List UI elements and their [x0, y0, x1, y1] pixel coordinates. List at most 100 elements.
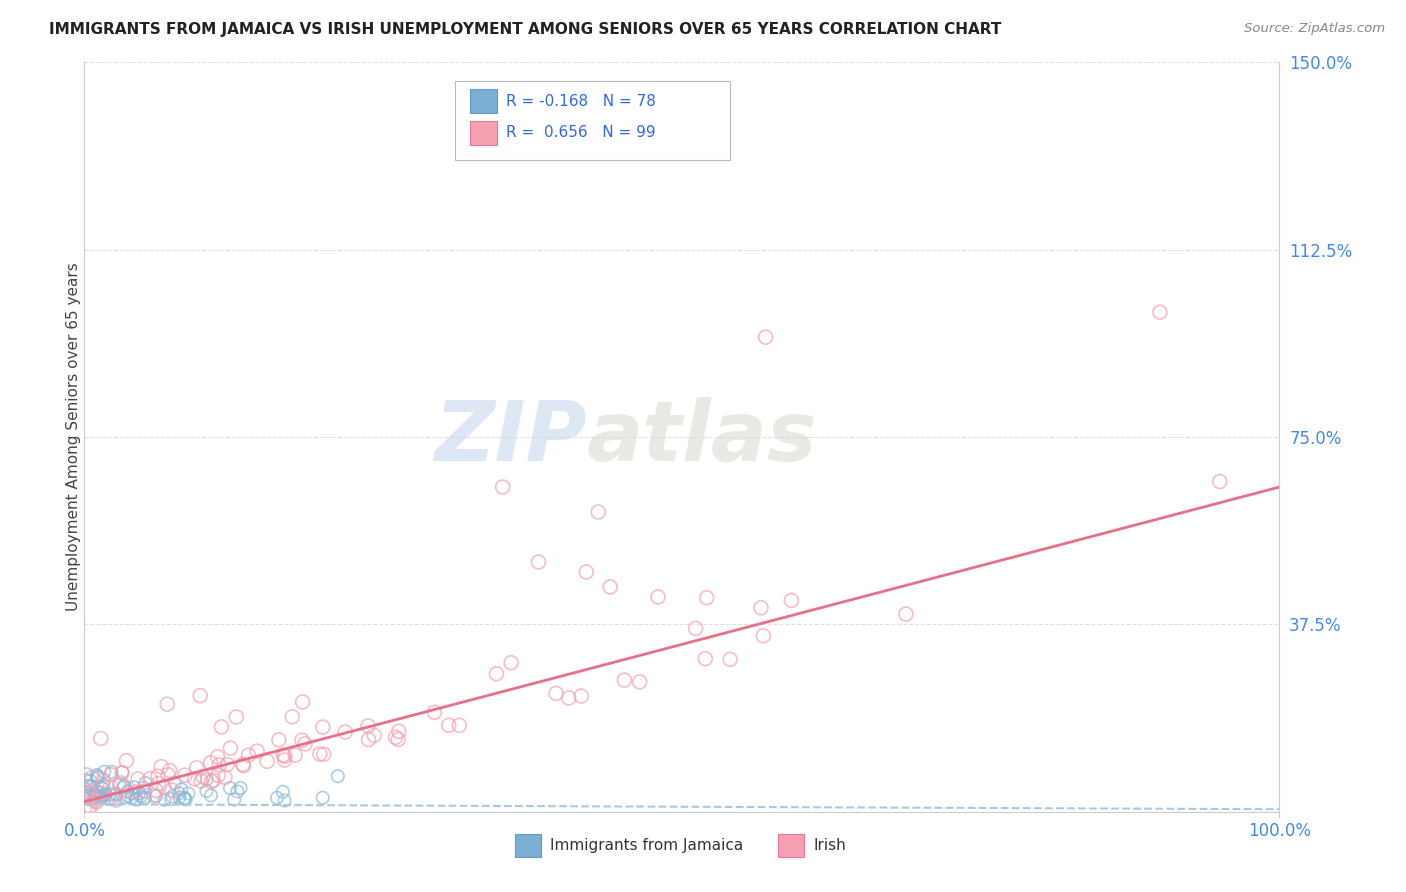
Point: [153, 780, 176, 795]
FancyBboxPatch shape: [471, 89, 496, 113]
Point: [77, 799, 100, 814]
Point: [156, 697, 179, 711]
Point: [232, 758, 254, 772]
Point: [200, 774, 222, 789]
Point: [80, 771, 103, 785]
Point: [80, 789, 103, 803]
Point: [271, 785, 294, 799]
Point: [76, 786, 98, 800]
Point: [79, 788, 101, 802]
Point: [207, 768, 229, 782]
Point: [86, 795, 108, 809]
Point: [104, 792, 127, 806]
Point: [273, 753, 295, 767]
Point: [84, 794, 107, 808]
Point: [134, 785, 156, 799]
Point: [274, 749, 297, 764]
Point: [98, 780, 121, 794]
Point: [80, 792, 103, 806]
Point: [91, 781, 114, 796]
Point: [177, 786, 200, 800]
Point: [90, 791, 112, 805]
Point: [73, 800, 96, 814]
Point: [83, 790, 105, 805]
Point: [122, 780, 145, 795]
Point: [226, 784, 249, 798]
Point: [157, 768, 180, 782]
Point: [281, 710, 304, 724]
Point: [132, 780, 155, 795]
Point: [75, 773, 97, 788]
Point: [195, 772, 218, 787]
Point: [384, 731, 406, 745]
Point: [224, 792, 246, 806]
Point: [312, 720, 335, 734]
Point: [108, 778, 131, 792]
Point: [112, 780, 135, 794]
Point: [214, 770, 236, 784]
Point: [160, 783, 183, 797]
Point: [89, 786, 111, 800]
Point: [271, 748, 294, 763]
Text: IMMIGRANTS FROM JAMAICA VS IRISH UNEMPLOYMENT AMONG SENIORS OVER 65 YEARS CORREL: IMMIGRANTS FROM JAMAICA VS IRISH UNEMPLO…: [49, 22, 1001, 37]
Point: [312, 790, 335, 805]
Point: [485, 666, 508, 681]
Point: [90, 780, 112, 795]
Point: [647, 590, 669, 604]
Point: [100, 764, 122, 779]
Point: [357, 732, 380, 747]
Point: [94, 788, 117, 802]
Point: [90, 731, 112, 746]
Point: [98, 788, 121, 802]
Point: [546, 686, 568, 700]
Point: [209, 720, 232, 734]
Point: [129, 789, 152, 804]
Text: Source: ZipAtlas.com: Source: ZipAtlas.com: [1244, 22, 1385, 36]
Point: [75, 791, 97, 805]
Point: [87, 769, 110, 783]
Point: [335, 725, 357, 739]
Point: [749, 600, 772, 615]
Point: [83, 791, 105, 805]
Point: [1149, 305, 1171, 319]
Point: [79, 800, 101, 814]
Point: [357, 719, 380, 733]
FancyBboxPatch shape: [778, 834, 804, 856]
Point: [326, 769, 349, 783]
Point: [202, 773, 225, 788]
Text: R =  0.656   N = 99: R = 0.656 N = 99: [506, 126, 655, 140]
Point: [291, 733, 314, 747]
Point: [132, 790, 155, 805]
Point: [256, 754, 278, 768]
Point: [232, 757, 254, 772]
Point: [273, 793, 295, 807]
Point: [208, 758, 231, 772]
Point: [145, 783, 167, 797]
Point: [217, 757, 239, 772]
Point: [87, 771, 110, 785]
Text: Immigrants from Jamaica: Immigrants from Jamaica: [551, 838, 744, 853]
Point: [124, 785, 146, 799]
Y-axis label: Unemployment Among Seniors over 65 years: Unemployment Among Seniors over 65 years: [66, 263, 80, 611]
Point: [173, 791, 195, 805]
Point: [97, 792, 120, 806]
Point: [75, 789, 97, 804]
Point: [121, 786, 143, 800]
Point: [127, 772, 149, 786]
Point: [117, 789, 139, 803]
Point: [284, 748, 307, 763]
Point: [755, 330, 778, 344]
Point: [150, 759, 173, 773]
Text: R = -0.168   N = 78: R = -0.168 N = 78: [506, 94, 657, 109]
Point: [105, 787, 128, 801]
Text: atlas: atlas: [586, 397, 817, 477]
Point: [112, 779, 135, 793]
Point: [90, 790, 112, 805]
Point: [143, 789, 166, 803]
Point: [91, 789, 114, 803]
Point: [190, 774, 212, 789]
Point: [308, 747, 330, 761]
Point: [894, 607, 917, 621]
Point: [121, 790, 143, 805]
Point: [146, 769, 169, 783]
